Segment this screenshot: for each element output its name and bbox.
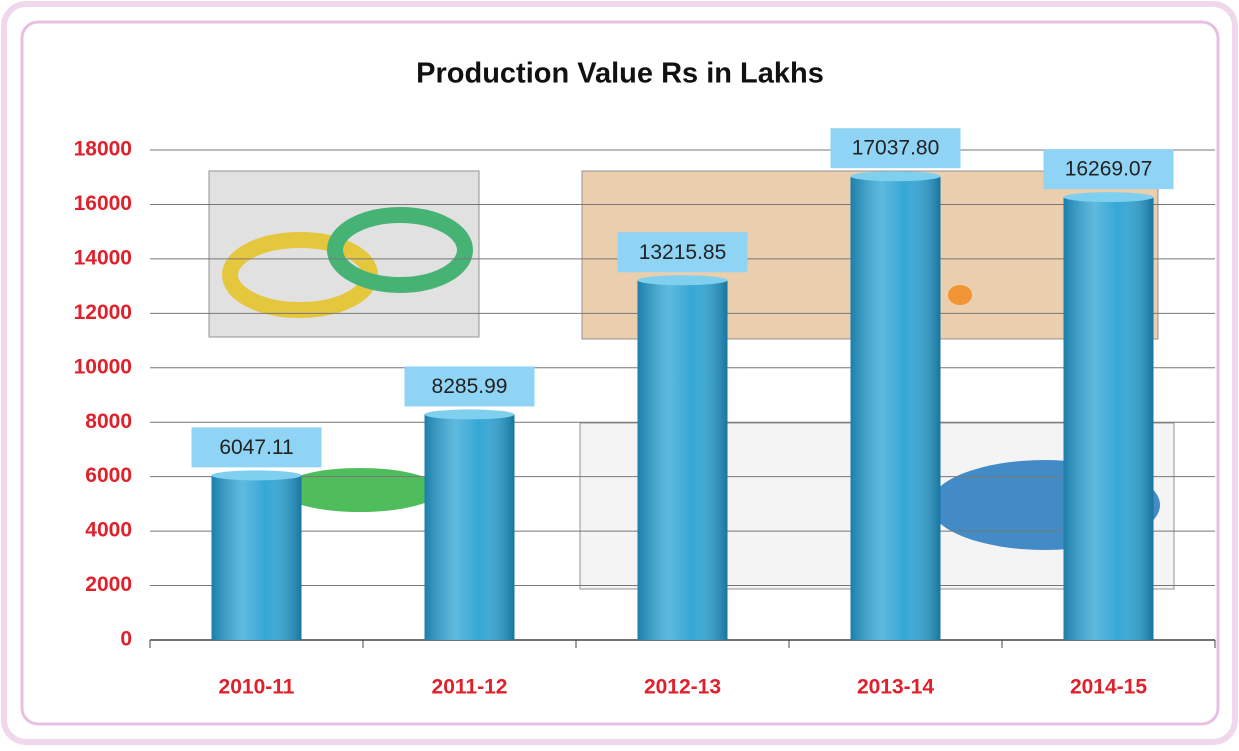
- bar-cap: [1064, 192, 1154, 202]
- x-tick-label: 2010-11: [219, 676, 295, 699]
- y-tick-label: 16000: [74, 192, 132, 215]
- bar-shine: [851, 176, 941, 640]
- bar-cap: [851, 171, 941, 181]
- value-label: 16269.07: [1065, 158, 1153, 181]
- x-tick-label: 2011-12: [432, 676, 508, 699]
- x-tick-label: 2014-15: [1070, 676, 1147, 699]
- bar-cap: [425, 409, 515, 419]
- y-tick-label: 4000: [85, 519, 132, 542]
- bar-shine: [1064, 197, 1154, 640]
- bar-shine: [638, 280, 728, 640]
- x-tick-label: 2013-14: [857, 676, 934, 699]
- bar-cap: [212, 470, 302, 480]
- inner-frame: [22, 22, 1218, 724]
- y-tick-label: 0: [120, 628, 132, 651]
- picture-shape: [280, 468, 440, 512]
- y-tick-label: 2000: [85, 573, 132, 596]
- bar-shine: [425, 414, 515, 640]
- bar-cap: [638, 275, 728, 285]
- y-tick-label: 6000: [85, 464, 132, 487]
- picture-shape: [948, 285, 972, 305]
- y-tick-label: 14000: [74, 246, 132, 269]
- y-tick-label: 8000: [85, 410, 132, 433]
- value-label: 6047.11: [219, 436, 293, 459]
- value-label: 8285.99: [432, 375, 508, 398]
- chart: Production Value Rs in Lakhs 0 2000 4000 60…: [0, 0, 1239, 746]
- y-tick-label: 10000: [74, 355, 132, 378]
- y-tick-label: 18000: [74, 138, 132, 161]
- bar-shine: [212, 475, 302, 640]
- value-label: 17037.80: [852, 137, 940, 160]
- value-label: 13215.85: [639, 241, 727, 264]
- y-tick-label: 12000: [74, 301, 132, 324]
- x-tick-label: 2012-13: [644, 676, 721, 699]
- chart-title: Production Value Rs in Lakhs: [416, 58, 824, 90]
